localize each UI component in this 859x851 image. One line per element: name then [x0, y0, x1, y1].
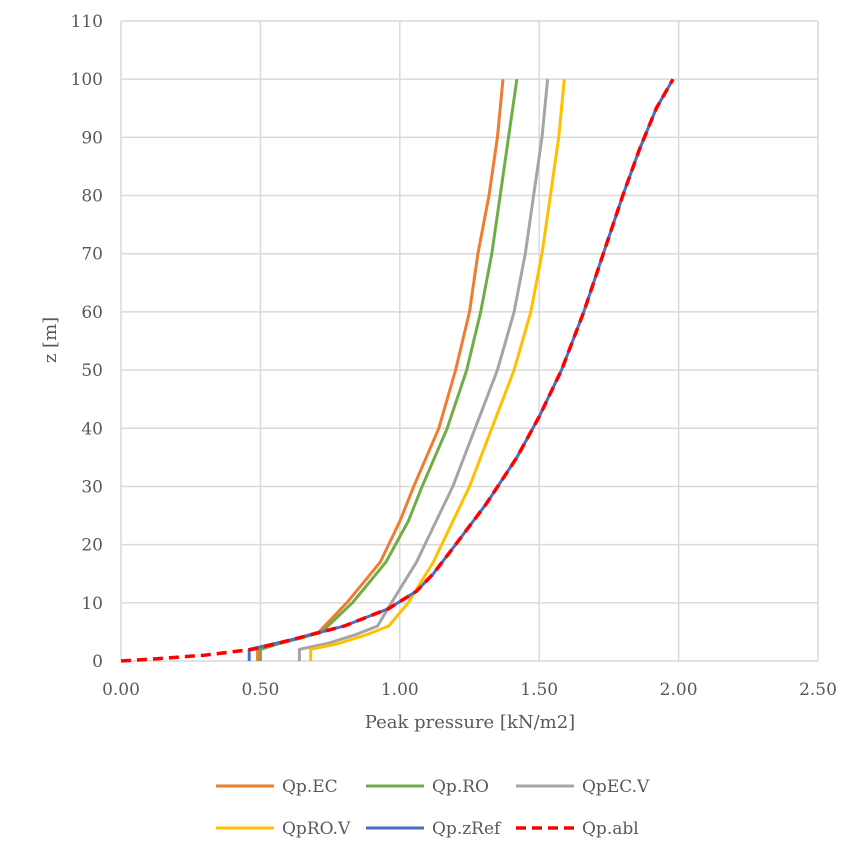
x-tick-label: 2.50 [799, 680, 837, 700]
y-tick-label: 20 [81, 536, 103, 556]
x-tick-label: 1.50 [520, 680, 558, 700]
x-tick-label: 0.00 [102, 680, 140, 700]
x-tick-label: 1.00 [381, 680, 419, 700]
legend-label: Qp.RO [432, 777, 489, 797]
legend-label: Qp.EC [282, 777, 338, 797]
series-lines [120, 78, 675, 663]
legend: Qp.EC Qp.RO QpEC.V QpRO.V Qp.zRef Qp.abl [216, 777, 650, 839]
legend-label: Qp.zRef [432, 819, 502, 839]
series-line-qpro-v [309, 79, 566, 661]
series-line-qp-abl [120, 78, 675, 663]
y-tick-label: 100 [71, 70, 103, 90]
x-tick-labels: 0.00 0.50 1.00 1.50 2.00 2.50 [102, 680, 837, 700]
y-tick-label: 40 [81, 419, 103, 439]
y-tick-labels: 0 10 20 30 40 50 60 70 80 90 100 110 [71, 12, 103, 672]
grid [120, 20, 819, 662]
x-axis-title: Peak pressure [kN/m2] [365, 712, 575, 733]
y-axis-title: z [m] [40, 317, 61, 363]
x-tick-label: 0.50 [241, 680, 279, 700]
y-tick-label: 30 [81, 477, 103, 497]
y-tick-label: 110 [71, 12, 103, 32]
y-tick-label: 90 [81, 128, 103, 148]
y-tick-label: 60 [81, 303, 103, 323]
y-tick-label: 70 [81, 245, 103, 265]
y-tick-label: 50 [81, 361, 103, 381]
legend-label: Qp.abl [582, 819, 639, 839]
x-tick-label: 2.00 [660, 680, 698, 700]
series-line-qpec-v [297, 79, 550, 661]
y-tick-label: 10 [81, 594, 103, 614]
y-tick-label: 80 [81, 187, 103, 207]
legend-label: QpRO.V [282, 819, 351, 839]
legend-label: QpEC.V [582, 777, 650, 797]
y-tick-label: 0 [92, 652, 103, 672]
